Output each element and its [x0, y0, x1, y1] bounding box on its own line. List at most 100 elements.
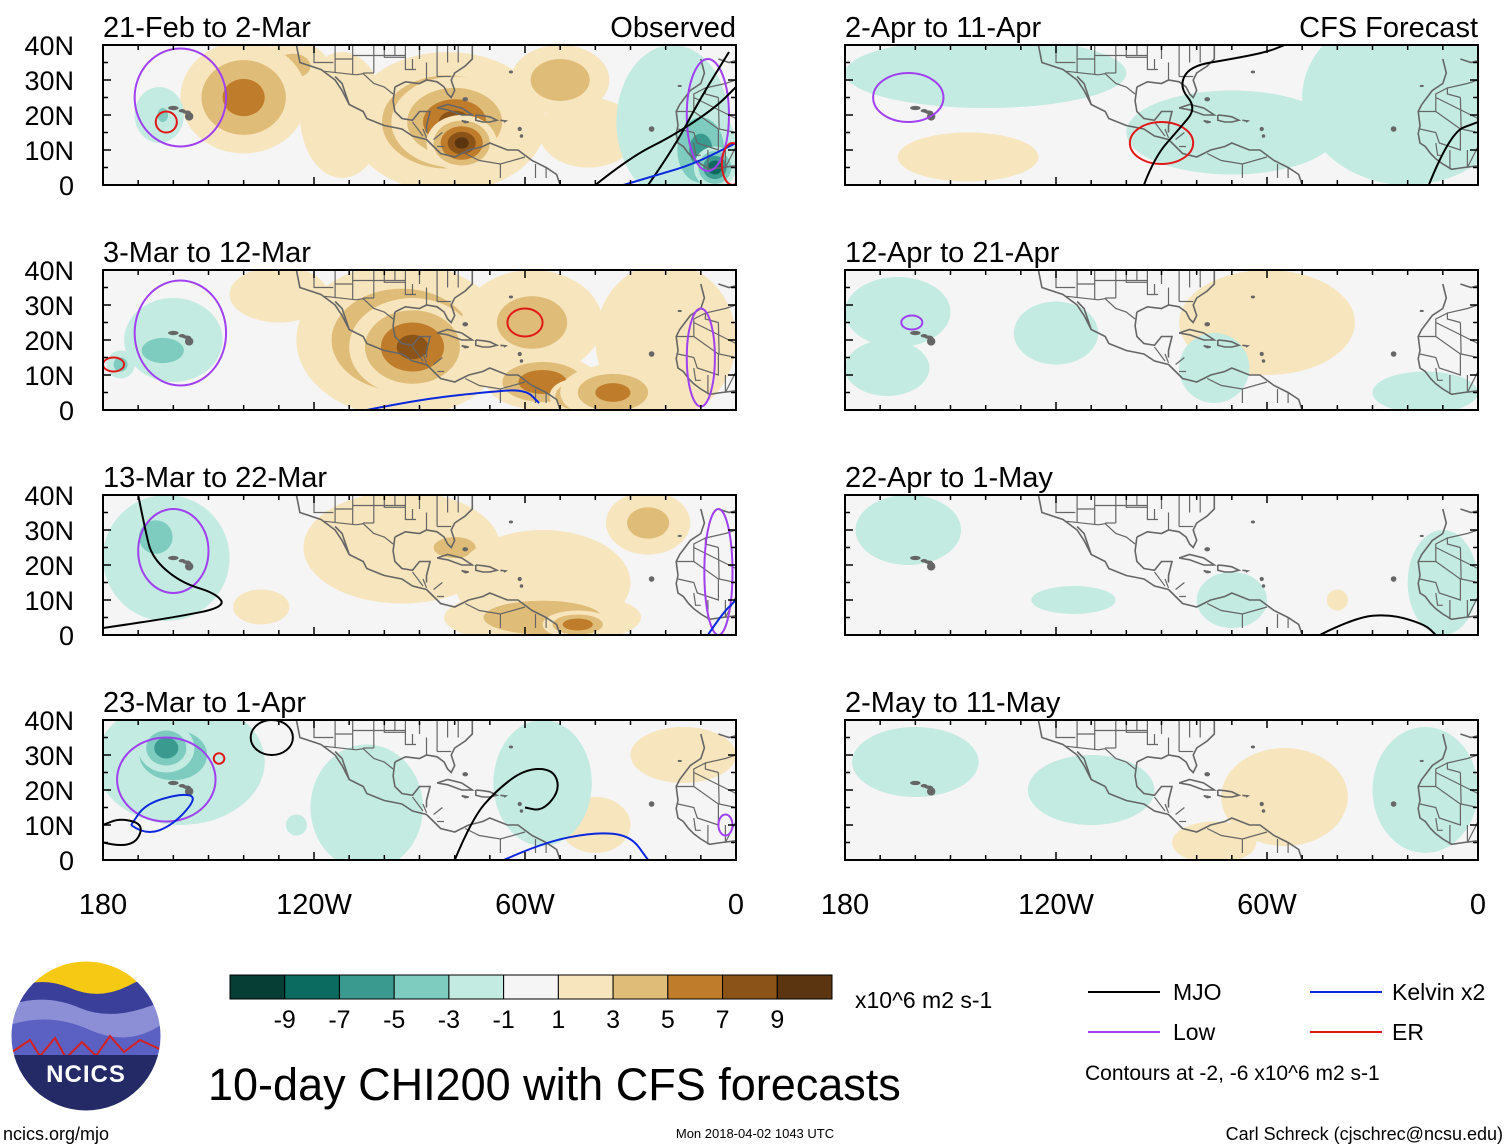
coastline	[392, 761, 432, 808]
coastline	[1134, 86, 1174, 133]
border-line	[1164, 128, 1170, 139]
border-line	[1066, 745, 1136, 770]
island	[462, 322, 469, 327]
coastline	[295, 45, 561, 185]
island	[184, 787, 194, 796]
legend-label-kelvin: Kelvin x2	[1392, 979, 1485, 1005]
site-link[interactable]: ncics.org/mjo	[3, 1124, 109, 1144]
border-line	[324, 295, 394, 320]
colorbar-tick-label: 7	[716, 1006, 730, 1034]
island	[910, 330, 921, 336]
island	[1259, 351, 1264, 357]
border-line	[1154, 796, 1166, 812]
colorbar-tick-label: 3	[606, 1006, 620, 1034]
coastline	[474, 789, 500, 798]
kelvin-contour	[623, 142, 736, 185]
kelvin-contour	[366, 389, 540, 410]
coastline	[1136, 45, 1216, 99]
border-line	[464, 602, 526, 615]
anomaly-shade	[433, 537, 476, 558]
er-contour	[212, 752, 226, 765]
lat-tick-label: 0	[59, 396, 74, 426]
coastline	[334, 525, 350, 555]
island	[677, 759, 682, 762]
border-line	[677, 111, 720, 151]
anomaly-shade	[493, 720, 592, 846]
coastline	[295, 720, 561, 860]
colorbar-swatch	[612, 974, 669, 1000]
coastline	[1460, 733, 1478, 739]
coastline	[1136, 270, 1216, 324]
anomaly-shade	[396, 334, 429, 360]
border-line	[676, 762, 719, 788]
colorbar-swatch	[722, 974, 778, 1000]
colorbar-tick-label: 5	[661, 1006, 675, 1034]
coastline	[1242, 344, 1251, 348]
island	[648, 126, 655, 132]
colorbar-swatch	[284, 974, 340, 1000]
lat-tick-label: 10N	[24, 136, 74, 166]
low-contour	[872, 72, 945, 123]
border-line	[1418, 762, 1461, 788]
anomaly-shade	[222, 78, 265, 117]
island	[1261, 359, 1266, 363]
colorbar-tick-label: 1	[551, 1006, 565, 1034]
border-line	[1419, 561, 1462, 601]
map-panel: 13-Mar to 22-Mar 40N 30N 20N 10N 0	[24, 462, 737, 651]
low-contour	[133, 47, 228, 148]
border-line	[1066, 295, 1136, 320]
panel-period-label: 21-Feb to 2-Mar	[103, 12, 311, 44]
border-line	[676, 537, 719, 563]
map-panel: 21-Feb to 2-Mar Observed 40N 30N 20N 10N 0	[24, 12, 737, 201]
border-line	[412, 121, 424, 137]
anomaly-shade	[595, 383, 631, 402]
anomaly-shade	[1221, 748, 1348, 846]
island	[1419, 534, 1424, 537]
contour-note: Contours at -2, -6 x10^6 m2 s-1	[1085, 1062, 1380, 1085]
border-line	[1066, 70, 1136, 95]
contour-legend: MJO Kelvin x2 Low ER Contours at -2, -6 …	[1085, 979, 1485, 1085]
border-line	[1419, 786, 1462, 826]
coastline	[334, 300, 350, 330]
coastline	[718, 733, 736, 739]
er-contour	[154, 110, 178, 134]
anomaly-shade	[1013, 301, 1099, 365]
coastline	[1217, 789, 1242, 798]
border-line	[433, 132, 443, 140]
anomaly-shade	[1196, 572, 1268, 628]
lat-tick-label: 30N	[24, 741, 74, 771]
logo-text: NCICS	[46, 1061, 126, 1088]
island	[926, 337, 936, 346]
map-panel: 22-Apr to 1-May	[844, 462, 1479, 636]
coastline	[394, 720, 474, 774]
mjo-contour	[1319, 614, 1437, 635]
island	[677, 534, 682, 537]
anomaly-shade	[154, 737, 179, 759]
island	[168, 780, 179, 786]
panel-background	[845, 270, 1478, 410]
coastline	[1178, 328, 1217, 341]
colorbar-swatch	[393, 974, 450, 1000]
lat-tick-label: 10N	[24, 586, 74, 616]
border-line	[433, 357, 443, 365]
panel-period-label: 12-Apr to 21-Apr	[845, 237, 1060, 269]
coastline	[1417, 58, 1478, 171]
lon-tick-label: 0	[728, 889, 744, 921]
border-line	[412, 346, 424, 362]
island	[508, 520, 514, 524]
border-line	[1164, 578, 1170, 589]
map-panel: 3-Mar to 12-Mar 40N 30N 20N 10N 0	[24, 237, 737, 426]
colorbar-swatch	[557, 974, 614, 1000]
border-line	[705, 304, 736, 314]
coastline	[461, 569, 469, 574]
island	[508, 295, 514, 299]
lon-tick-label: 60W	[495, 889, 555, 921]
island	[519, 359, 524, 363]
border-line	[1418, 537, 1461, 563]
coastline	[1178, 553, 1217, 566]
coastline	[500, 794, 509, 798]
panel-period-label: 2-May to 11-May	[845, 687, 1061, 719]
coastline	[1460, 58, 1478, 64]
border-line	[1418, 87, 1461, 113]
